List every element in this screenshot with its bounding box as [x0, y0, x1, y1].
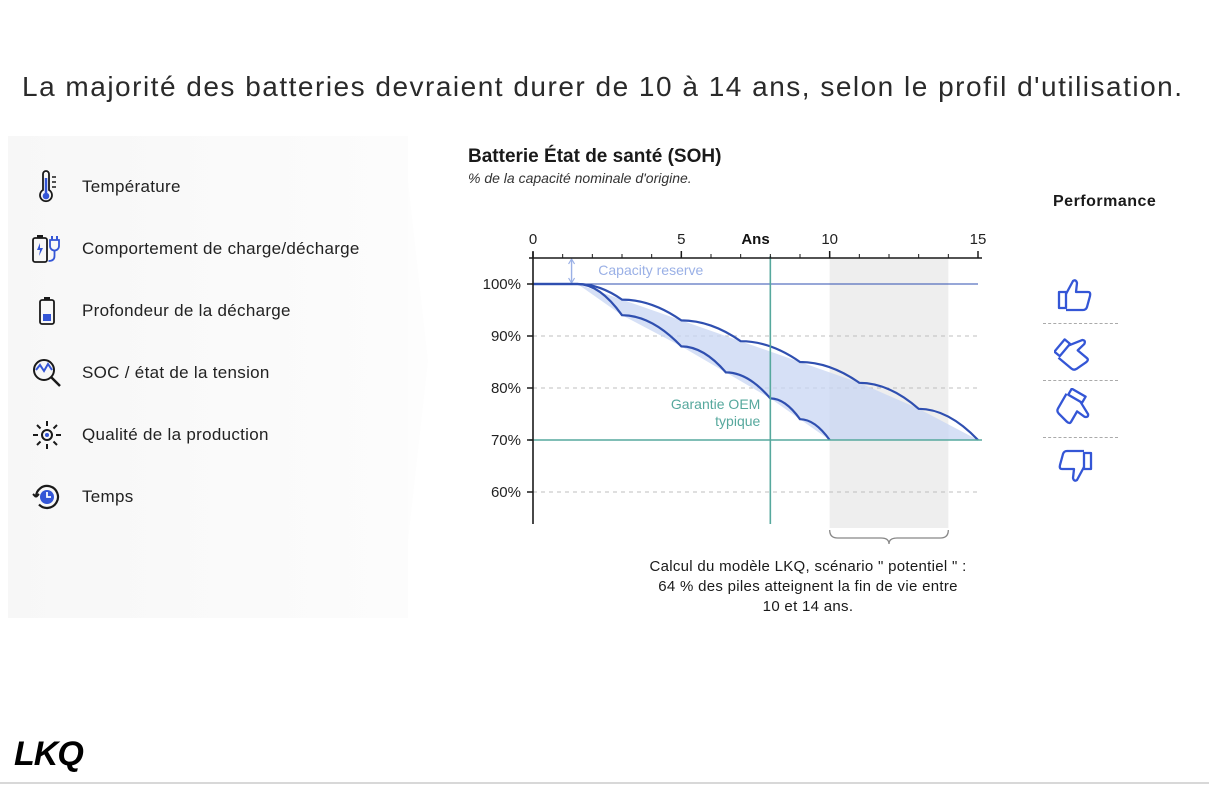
- svg-text:100%: 100%: [483, 276, 521, 293]
- svg-text:15: 15: [970, 231, 987, 248]
- footnote-line: Calcul du modèle LKQ, scénario " potenti…: [598, 557, 1018, 577]
- factors-panel: Température Comportement de charge/décha…: [8, 136, 408, 618]
- factor-quality: Qualité de la production: [26, 404, 398, 466]
- factor-time: Temps: [26, 466, 398, 528]
- svg-text:Garantie OEM: Garantie OEM: [671, 396, 760, 412]
- svg-text:Capacity reserve: Capacity reserve: [598, 262, 703, 278]
- time-icon: [30, 480, 64, 514]
- chart-footnote: Calcul du modèle LKQ, scénario " potenti…: [598, 557, 1018, 618]
- factor-label: SOC / état de la tension: [82, 363, 270, 383]
- svg-text:80%: 80%: [491, 380, 521, 397]
- chart-svg-wrap: Capacity reserve Garantie OEMtypique 0 5 10 1…: [468, 198, 1018, 618]
- thumbs-down-icon: [1053, 444, 1097, 488]
- footnote-line: 10 et 14 ans.: [598, 597, 1018, 617]
- charge-icon: [30, 232, 64, 266]
- bottom-rule: [0, 782, 1209, 784]
- content-row: Température Comportement de charge/décha…: [0, 136, 1209, 618]
- perf-divider: [1043, 437, 1118, 438]
- svg-text:5: 5: [677, 231, 685, 248]
- factor-label: Comportement de charge/décharge: [82, 239, 360, 259]
- factor-label: Température: [82, 177, 181, 197]
- thumbs-tilted-icon: [1053, 387, 1097, 431]
- svg-text:90%: 90%: [491, 328, 521, 345]
- factor-label: Qualité de la production: [82, 425, 269, 445]
- gear-icon: [30, 418, 64, 452]
- svg-text:70%: 70%: [491, 432, 521, 449]
- chart-title: Batterie État de santé (SOH): [468, 146, 1189, 168]
- battery-depth-icon: [30, 294, 64, 328]
- factor-temperature: Température: [26, 156, 398, 218]
- factor-depth: Profondeur de la décharge: [26, 280, 398, 342]
- svg-text:60%: 60%: [491, 484, 521, 501]
- factor-charge: Comportement de charge/décharge: [26, 218, 398, 280]
- perf-divider: [1043, 323, 1118, 324]
- thumbs-side-icon: [1053, 330, 1097, 374]
- headline: La majorité des batteries devraient dure…: [0, 0, 1209, 106]
- factor-soc: SOC / état de la tension: [26, 342, 398, 404]
- svg-text:Ans: Ans: [741, 231, 769, 248]
- chart-block: Batterie État de santé (SOH) % de la cap…: [408, 136, 1209, 618]
- thumbs-up-icon: [1053, 273, 1097, 317]
- soh-chart: Capacity reserve Garantie OEMtypique 0 5 10 1…: [468, 198, 988, 548]
- svg-text:10: 10: [821, 231, 838, 248]
- factor-label: Temps: [82, 487, 134, 507]
- perf-divider: [1043, 380, 1118, 381]
- footnote-line: 64 % des piles atteignent la fin de vie …: [598, 577, 1018, 597]
- thermometer-icon: [30, 170, 64, 204]
- svg-text:typique: typique: [715, 413, 760, 429]
- lkq-logo: LKQ: [14, 735, 83, 774]
- factor-label: Profondeur de la décharge: [82, 301, 291, 321]
- svg-text:0: 0: [529, 231, 537, 248]
- soc-icon: [30, 356, 64, 390]
- performance-column: Performance: [1053, 193, 1156, 492]
- performance-header: Performance: [1053, 193, 1156, 211]
- chart-subtitle: % de la capacité nominale d'origine.: [468, 170, 1189, 186]
